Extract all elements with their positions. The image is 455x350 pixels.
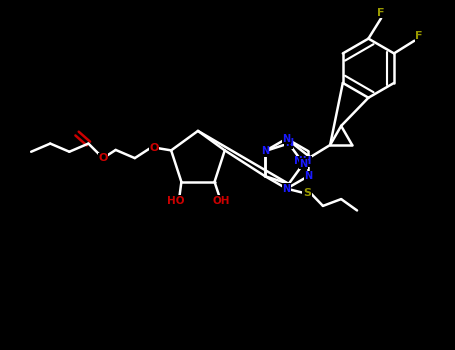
Text: N: N bbox=[261, 146, 269, 156]
Text: HO: HO bbox=[167, 196, 185, 206]
Text: O: O bbox=[149, 143, 158, 153]
Text: S: S bbox=[303, 188, 311, 198]
Text: N: N bbox=[299, 159, 308, 169]
Text: F: F bbox=[377, 8, 385, 18]
Text: N: N bbox=[285, 138, 293, 148]
Text: N: N bbox=[283, 134, 291, 143]
Text: OH: OH bbox=[212, 196, 230, 206]
Text: N: N bbox=[283, 184, 291, 194]
Text: F: F bbox=[415, 31, 423, 41]
Text: N: N bbox=[304, 171, 312, 181]
Text: O: O bbox=[98, 153, 108, 163]
Text: NH: NH bbox=[294, 156, 311, 166]
